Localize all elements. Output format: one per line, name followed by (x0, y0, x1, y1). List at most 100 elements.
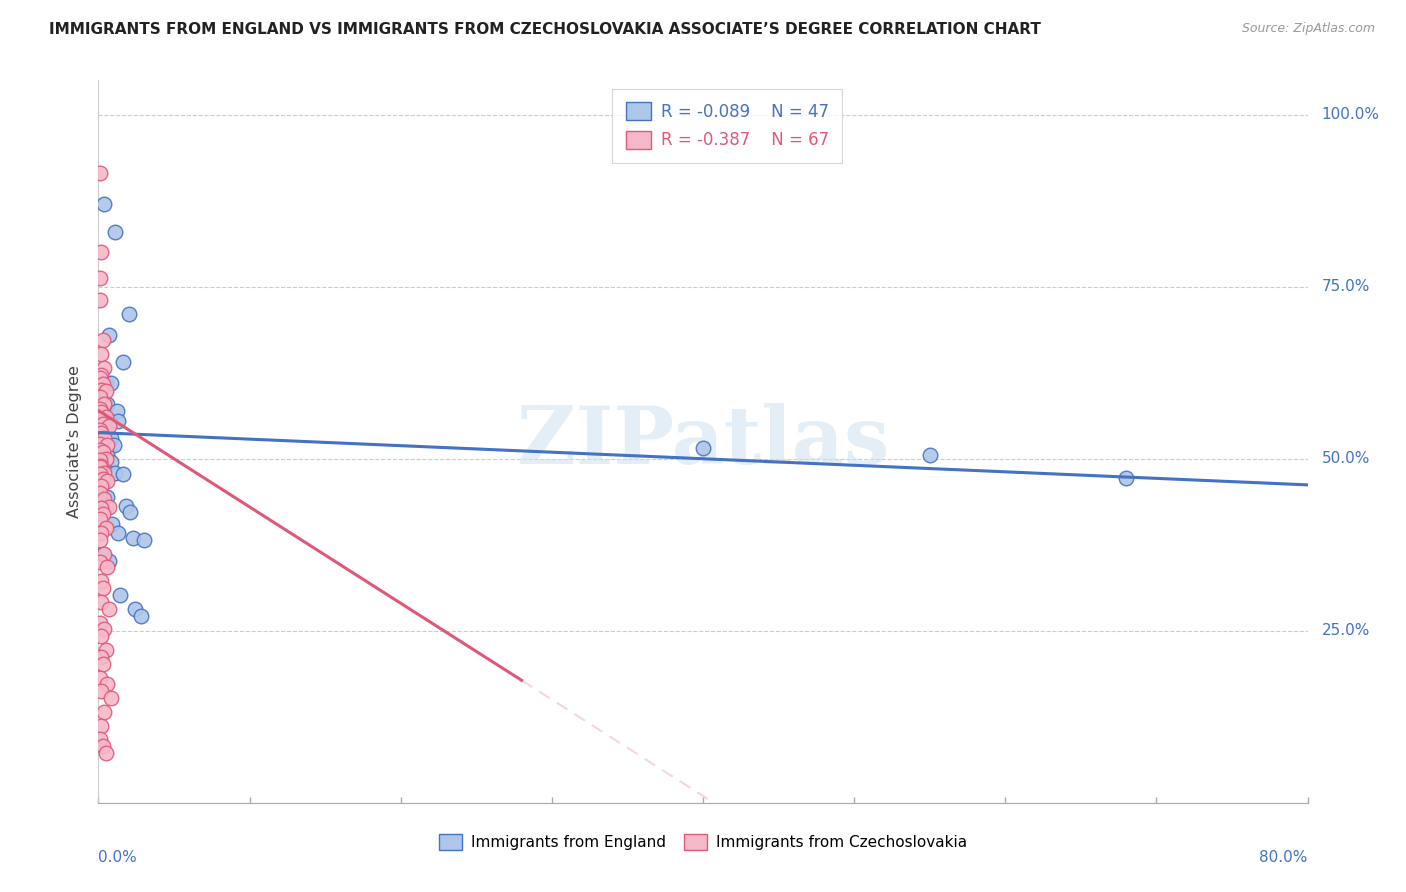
Point (90, 526, 112, 541)
Point (91, 507, 114, 521)
Point (91, 657, 114, 671)
Point (108, 588, 131, 602)
Point (91, 414, 114, 428)
Point (91, 547, 114, 561)
Point (90, 649, 112, 664)
Point (96, 677, 118, 691)
Point (89, 443, 111, 458)
Point (94, 451, 117, 466)
Point (93, 431, 115, 445)
Point (93, 462, 115, 476)
Point (692, 442, 714, 456)
Point (100, 455, 122, 469)
Text: 75.0%: 75.0% (1322, 279, 1369, 294)
Text: 50.0%: 50.0% (1322, 451, 1369, 467)
Point (94, 746, 117, 760)
Point (1115, 471, 1137, 485)
Point (94, 643, 117, 657)
Point (101, 517, 124, 532)
Point (132, 533, 155, 547)
Point (90, 425, 112, 440)
Point (93, 491, 115, 506)
Text: IMMIGRANTS FROM ENGLAND VS IMMIGRANTS FROM CZECHOSLOVAKIA ASSOCIATE’S DEGREE COR: IMMIGRANTS FROM ENGLAND VS IMMIGRANTS FR… (49, 22, 1040, 37)
Point (96, 490, 118, 504)
Point (93, 438, 115, 452)
Point (94, 499, 117, 513)
Point (91, 397, 114, 411)
Point (91, 475, 114, 490)
Point (129, 608, 152, 623)
Point (111, 355, 134, 369)
Point (89, 732, 111, 747)
Point (105, 403, 128, 417)
Point (98, 553, 121, 567)
Text: 25.0%: 25.0% (1322, 624, 1369, 639)
Point (96, 560, 118, 574)
Point (107, 526, 129, 541)
Text: 0.0%: 0.0% (98, 850, 138, 864)
Point (91, 377, 114, 392)
Text: 80.0%: 80.0% (1260, 850, 1308, 864)
Point (89, 512, 111, 526)
Point (90, 479, 112, 493)
Point (114, 499, 136, 513)
Point (90, 442, 112, 456)
Point (918, 448, 941, 462)
Point (93, 547, 115, 561)
Point (90, 421, 112, 435)
Point (104, 225, 127, 239)
Point (90, 574, 112, 589)
Point (98, 414, 121, 428)
Point (90, 684, 112, 698)
Point (93, 197, 115, 211)
Point (90, 458, 112, 473)
Point (89, 671, 111, 685)
Point (100, 691, 122, 706)
Point (94, 376, 117, 390)
Point (89, 390, 111, 404)
Point (96, 474, 118, 488)
Point (89, 486, 111, 500)
Point (90, 595, 112, 609)
Point (89, 436, 111, 450)
Point (89, 615, 111, 630)
Point (90, 347, 112, 361)
Point (89, 412, 111, 426)
Point (93, 360, 115, 375)
Point (90, 245, 112, 260)
Point (89, 451, 111, 466)
Point (90, 719, 112, 733)
Point (100, 431, 122, 445)
Point (89, 555, 111, 569)
Point (90, 460, 112, 475)
Point (104, 466, 127, 480)
Point (120, 505, 142, 519)
Point (91, 472, 114, 486)
Point (103, 438, 125, 452)
Point (96, 438, 118, 452)
Point (93, 397, 115, 411)
Point (122, 531, 145, 545)
Point (91, 417, 114, 432)
Point (91, 445, 114, 459)
Point (91, 739, 114, 754)
Point (98, 327, 121, 342)
Point (91, 581, 114, 595)
Point (94, 410, 117, 425)
Point (107, 414, 129, 428)
Point (90, 501, 112, 516)
Point (98, 601, 121, 615)
Legend: Immigrants from England, Immigrants from Czechoslovakia: Immigrants from England, Immigrants from… (433, 829, 973, 856)
Point (93, 623, 115, 637)
Point (98, 500, 121, 514)
Point (89, 460, 111, 475)
Text: 100.0%: 100.0% (1322, 107, 1379, 122)
Point (89, 402, 111, 417)
Point (93, 705, 115, 719)
Point (94, 384, 117, 399)
Point (96, 448, 118, 462)
Text: ZIPatlas: ZIPatlas (517, 402, 889, 481)
Point (90, 383, 112, 397)
Point (93, 466, 115, 480)
Point (91, 448, 114, 462)
